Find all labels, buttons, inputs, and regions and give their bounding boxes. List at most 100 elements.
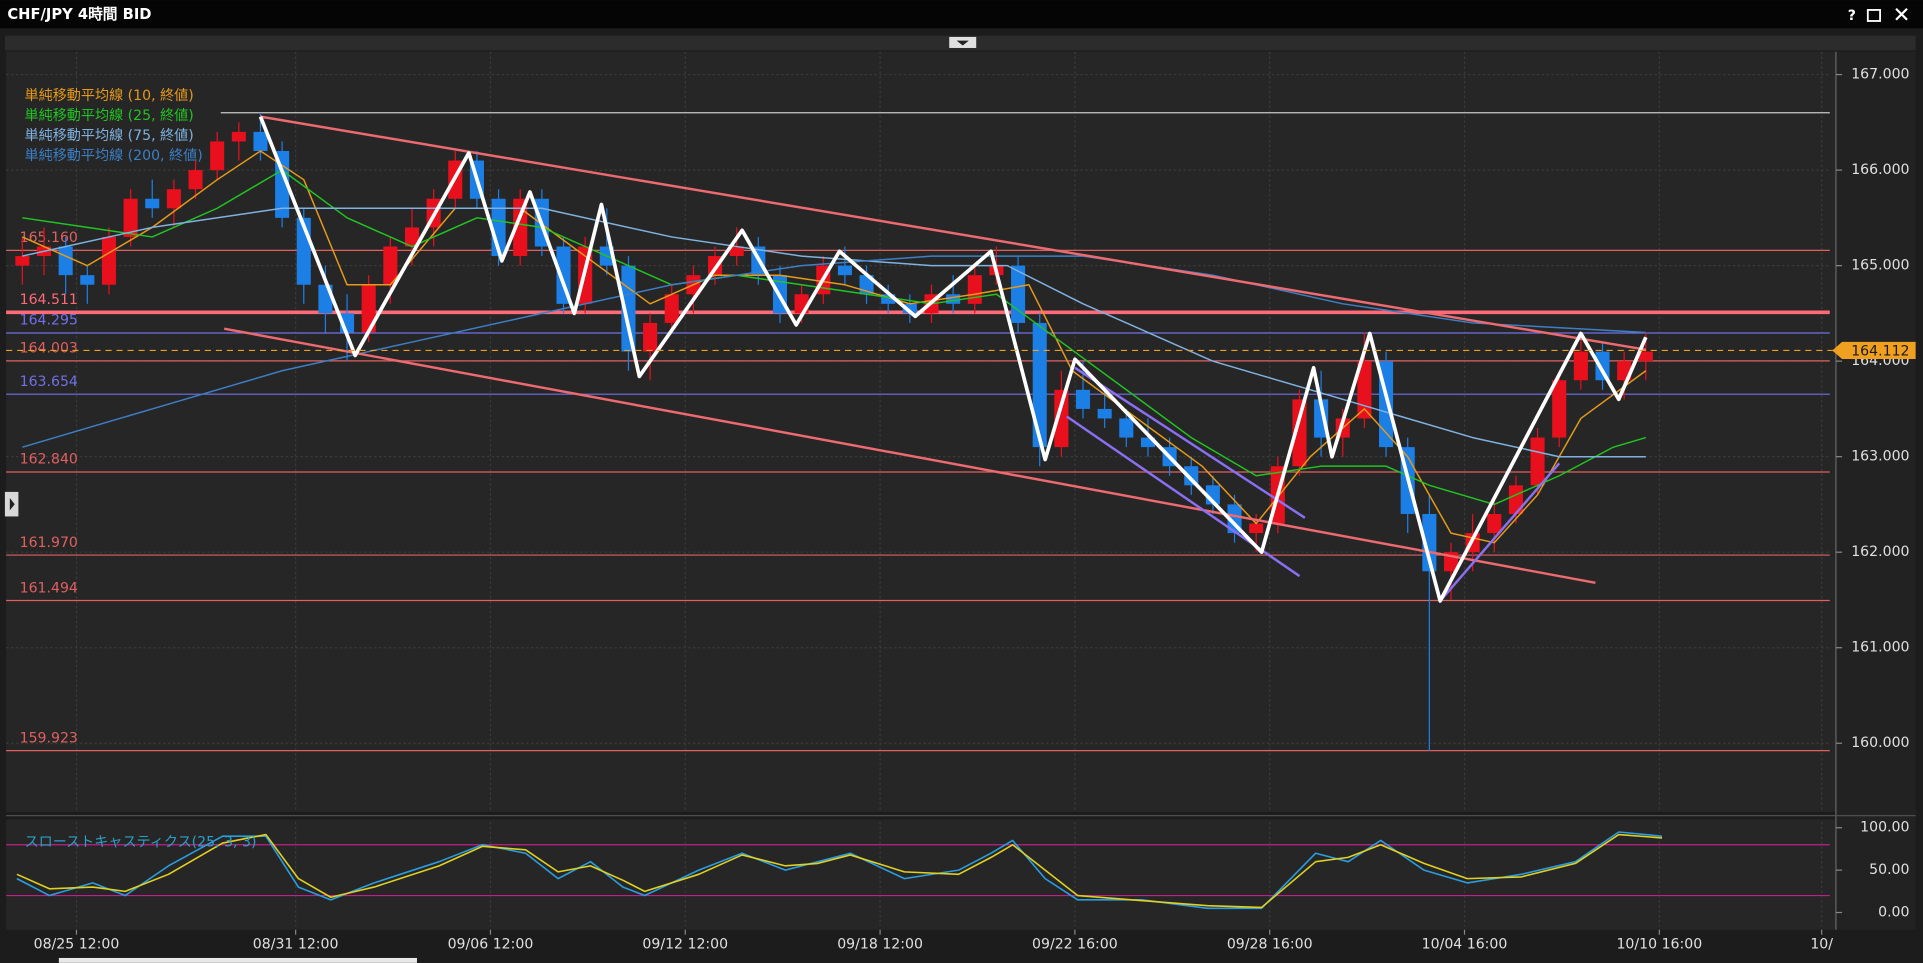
- x-tick-label: 09/28 16:00: [1227, 936, 1313, 952]
- close-button[interactable]: [1895, 7, 1908, 21]
- x-tick-label: 09/22 16:00: [1032, 936, 1118, 952]
- maximize-button[interactable]: [1866, 9, 1881, 22]
- level-label: 164.003: [20, 341, 78, 357]
- trend-line: [1074, 366, 1306, 519]
- level-label: 164.295: [20, 313, 78, 329]
- toggle-arrow: [956, 40, 969, 46]
- y-tick-label: 163.000: [1851, 449, 1909, 465]
- candle-body: [80, 275, 95, 285]
- candle-body: [902, 303, 917, 314]
- candle-body: [253, 131, 268, 151]
- x-tick-label: 10/: [1810, 936, 1833, 952]
- candle-body: [729, 246, 744, 257]
- x-tick-label: 09/12 12:00: [642, 936, 728, 952]
- candle-body: [188, 170, 203, 190]
- current-price-label: 164.112: [1851, 344, 1909, 360]
- candle-body: [946, 294, 961, 304]
- moving-average-line: [22, 169, 1647, 506]
- candle-body: [123, 198, 138, 237]
- side-toggle-arrow: [9, 498, 15, 511]
- y-tick-label: 165.000: [1851, 258, 1909, 274]
- level-label: 165.160: [20, 230, 78, 246]
- x-tick-label: 08/31 12:00: [253, 936, 339, 952]
- legend-entry: 単純移動平均線 (10, 終値): [25, 88, 194, 104]
- candle-body: [210, 141, 225, 171]
- zigzag-line: [258, 115, 1648, 603]
- candle-body: [1508, 485, 1523, 514]
- oscillator-plot-area: [6, 819, 1836, 930]
- y-tick-label: 166.000: [1851, 162, 1909, 178]
- window-title: CHF/JPY 4時間 BID: [7, 5, 151, 23]
- y-tick-label: 162.000: [1851, 544, 1909, 560]
- candle-body: [145, 198, 160, 209]
- plot-layer: 08/25 12:00 08/31 12:00 09/06 12:00 09/12 1…: [6, 51, 1916, 952]
- candle-body: [1032, 322, 1047, 448]
- x-tick-label: 08/25 12:00: [34, 936, 120, 952]
- candle-body: [404, 227, 420, 247]
- candle-body: [58, 246, 73, 276]
- candle-body: [1097, 408, 1112, 419]
- candle-body: [1249, 523, 1264, 534]
- moving-average-line: [22, 255, 1646, 448]
- level-label: 162.840: [20, 452, 78, 468]
- candle-body: [166, 189, 181, 209]
- x-tick-label: 10/04 16:00: [1422, 936, 1508, 952]
- level-label: 159.923: [20, 730, 78, 746]
- oscillator-title: スローストキャスティクス(25, 3, 3): [25, 835, 257, 851]
- candle-body: [837, 265, 852, 276]
- level-label: 161.494: [20, 580, 78, 596]
- candle-body: [621, 265, 636, 352]
- candle-body: [643, 322, 658, 352]
- candle-body: [881, 294, 896, 304]
- trend-line: [260, 115, 1647, 351]
- candle-body: [513, 198, 528, 257]
- candle-body: [1119, 418, 1134, 438]
- level-label: 161.970: [20, 535, 78, 551]
- x-tick-label: 10/10 16:00: [1616, 936, 1702, 952]
- x-tick-label: 09/18 12:00: [837, 936, 923, 952]
- candle-body: [1422, 513, 1437, 572]
- legend-entry: 単純移動平均線 (200, 終値): [25, 148, 203, 164]
- candle-body: [1595, 351, 1610, 381]
- y-tick-label: 0.00: [1878, 905, 1909, 921]
- candle-body: [664, 294, 679, 323]
- x-tick-label: 09/06 12:00: [448, 936, 534, 952]
- candle-body: [1075, 389, 1091, 409]
- current-price-tag: [1832, 341, 1916, 360]
- moving-average-line: [22, 207, 1646, 458]
- y-tick-label: 100.00: [1860, 820, 1909, 836]
- candle-body: [1011, 265, 1026, 323]
- y-tick-label: 167.000: [1851, 67, 1909, 83]
- candle-body: [383, 246, 398, 285]
- candle-body: [1292, 399, 1307, 467]
- scrollbar-thumb[interactable]: [58, 957, 417, 963]
- price-axis-panel: [1835, 51, 1916, 930]
- candle-body: [1487, 513, 1502, 534]
- y-tick-label: 161.000: [1851, 640, 1909, 656]
- level-label: 164.511: [20, 292, 78, 308]
- trend-line: [223, 327, 1596, 585]
- legend-entry: 単純移動平均線 (25, 終値): [25, 108, 194, 124]
- candle-body: [231, 131, 246, 142]
- y-tick-label: 50.00: [1869, 862, 1909, 878]
- moving-average-line: [22, 150, 1647, 544]
- candle-body: [967, 275, 982, 304]
- help-button[interactable]: ?: [1848, 8, 1856, 24]
- candle-body: [1552, 380, 1567, 438]
- candle-body: [1054, 389, 1069, 448]
- candle-body: [1530, 437, 1545, 486]
- title-bar: [0, 0, 1923, 29]
- level-label: 163.654: [20, 374, 78, 390]
- trend-line: [1439, 462, 1561, 602]
- legend-entry: 単純移動平均線 (75, 終値): [25, 128, 194, 144]
- candle-body: [1638, 351, 1653, 362]
- oscillator-line: [16, 833, 1663, 909]
- candle-body: [361, 284, 376, 333]
- candle-body: [15, 256, 30, 266]
- candle-body: [101, 236, 116, 285]
- y-tick-label: 160.000: [1851, 735, 1909, 751]
- candle-body: [1573, 351, 1588, 381]
- candle-body: [1140, 437, 1155, 448]
